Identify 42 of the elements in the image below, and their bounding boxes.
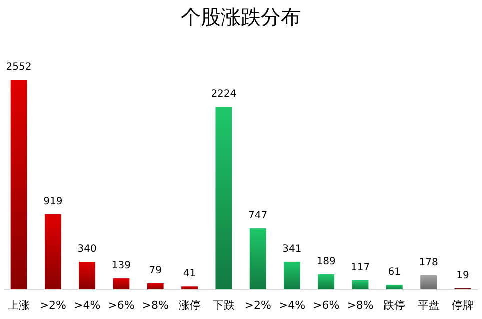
x-tick-label: >2% (40, 299, 67, 312)
x-tick-label: >2% (244, 299, 272, 312)
data-label: 341 (282, 244, 302, 255)
data-label: 189 (316, 256, 336, 268)
bar (216, 106, 232, 290)
data-label: 747 (248, 210, 268, 222)
x-tick-label: 停牌 (452, 299, 474, 312)
bar (113, 278, 130, 290)
bar (284, 262, 300, 290)
bar (79, 262, 96, 290)
bar (147, 284, 164, 290)
x-tick-label: >4% (278, 299, 306, 312)
x-tick-label: 平盘 (418, 299, 440, 312)
bar (352, 280, 369, 290)
chart-title: 个股涨跌分布 (181, 5, 301, 29)
data-label: 340 (78, 244, 97, 256)
x-tick-label: 涨停 (178, 299, 201, 312)
bar (44, 214, 62, 290)
x-tick-label: 下跌 (212, 299, 235, 312)
data-label: 139 (112, 260, 132, 272)
x-tick-label: 跌停 (384, 299, 406, 312)
bar (10, 80, 28, 290)
x-tick-label: >8% (142, 299, 169, 312)
x-tick-label: >8% (347, 299, 374, 312)
data-label: 79 (149, 266, 162, 276)
bar (386, 284, 403, 290)
x-tick-label: >6% (313, 299, 340, 312)
data-label: 178 (419, 257, 438, 268)
data-label: 61 (388, 266, 402, 278)
data-label: 919 (44, 196, 63, 208)
data-label: 2552 (6, 62, 32, 73)
bar (420, 275, 438, 290)
bar (182, 286, 198, 290)
x-tick-label: >4% (74, 299, 101, 312)
data-label: 41 (183, 268, 196, 280)
x-tick-label: >6% (108, 299, 135, 312)
data-label: 2224 (211, 88, 237, 100)
bar (318, 274, 335, 290)
data-label: 117 (350, 262, 370, 274)
x-tick-label: 上涨 (8, 299, 30, 312)
data-label: 19 (456, 270, 470, 282)
bar (250, 228, 266, 290)
